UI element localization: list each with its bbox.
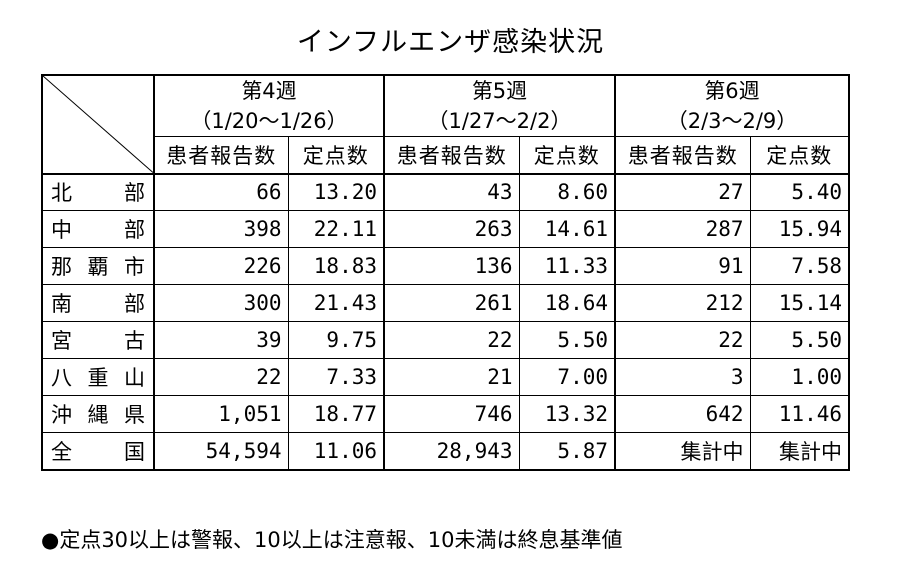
table-row: 宮古 39 9.75 22 5.50 22 5.50	[41, 321, 850, 359]
per-site-header: 定点数	[749, 136, 850, 174]
rate-cell: 7.33	[287, 358, 385, 396]
week-label: 第6週	[704, 79, 760, 103]
patients-cell: 集計中	[614, 432, 751, 471]
rate-cell: 11.33	[518, 247, 616, 285]
rate-cell: 9.75	[287, 321, 385, 359]
rate-cell: 14.61	[518, 210, 616, 248]
page-title: インフルエンザ感染状況	[296, 27, 605, 58]
rate-cell: 15.94	[749, 210, 850, 248]
week-label: 第4週	[241, 79, 297, 103]
patients-cell: 398	[153, 210, 289, 248]
rate-cell: 15.14	[749, 284, 850, 322]
week-range: （1/20～1/26）	[190, 109, 348, 133]
patients-cell: 263	[383, 210, 520, 248]
rate-cell: 18.64	[518, 284, 616, 322]
patients-cell: 22	[614, 321, 751, 359]
rate-cell: 13.20	[287, 172, 385, 211]
region-cell: 沖縄県	[41, 395, 155, 433]
region-cell: 八重山	[41, 358, 155, 396]
rate-cell: 11.06	[287, 432, 385, 471]
diagonal-line	[43, 76, 153, 173]
table-row: 北部 66 13.20 43 8.60 27 5.40	[41, 172, 850, 211]
rate-cell: 7.58	[749, 247, 850, 285]
patients-cell: 3	[614, 358, 751, 396]
per-site-header: 定点数	[518, 136, 616, 174]
patients-cell: 22	[153, 358, 289, 396]
table-row: 八重山 22 7.33 21 7.00 3 1.00	[41, 358, 850, 396]
rate-cell: 8.60	[518, 172, 616, 211]
patients-header: 患者報告数	[614, 136, 751, 174]
rate-cell: 5.50	[749, 321, 850, 359]
patients-cell: 54,594	[153, 432, 289, 471]
footnote: ●定点30以上は警報、10以上は注意報、10未満は終息基準値	[41, 528, 623, 552]
region-cell: 南部	[41, 284, 155, 322]
region-cell: 全国	[41, 432, 155, 471]
week-range: （2/3～2/9）	[666, 109, 798, 133]
table-row: 中部 398 22.11 263 14.61 287 15.94	[41, 210, 850, 248]
patients-cell: 66	[153, 172, 289, 211]
per-site-header: 定点数	[287, 136, 385, 174]
table-row: 沖縄県 1,051 18.77 746 13.32 642 11.46	[41, 395, 850, 433]
week-label: 第5週	[471, 79, 528, 103]
region-cell: 中部	[41, 210, 155, 248]
patients-cell: 226	[153, 247, 289, 285]
rate-cell: 5.87	[518, 432, 616, 471]
rate-cell: 11.46	[749, 395, 850, 433]
patients-cell: 300	[153, 284, 289, 322]
table-row: 那覇市 226 18.83 136 11.33 91 7.58	[41, 247, 850, 285]
rate-cell: 18.83	[287, 247, 385, 285]
rate-cell: 22.11	[287, 210, 385, 248]
patients-cell: 39	[153, 321, 289, 359]
patients-cell: 43	[383, 172, 520, 211]
patients-cell: 287	[614, 210, 751, 248]
rate-cell: 21.43	[287, 284, 385, 322]
patients-header: 患者報告数	[153, 136, 289, 174]
patients-cell: 21	[383, 358, 520, 396]
week-header: 第4週 （1/20～1/26）	[153, 74, 385, 137]
patients-cell: 22	[383, 321, 520, 359]
rate-cell: 1.00	[749, 358, 850, 396]
patients-cell: 91	[614, 247, 751, 285]
patients-cell: 212	[614, 284, 751, 322]
patients-cell: 746	[383, 395, 520, 433]
patients-cell: 28,943	[383, 432, 520, 471]
patients-cell: 642	[614, 395, 751, 433]
patients-cell: 27	[614, 172, 751, 211]
corner-cell	[41, 74, 155, 174]
table-row: 南部 300 21.43 261 18.64 212 15.14	[41, 284, 850, 322]
rate-cell: 13.32	[518, 395, 616, 433]
table-row: 全国 54,594 11.06 28,943 5.87 集計中 集計中	[41, 432, 850, 471]
rate-cell: 5.50	[518, 321, 616, 359]
region-cell: 宮古	[41, 321, 155, 359]
week-header: 第5週 （1/27～2/2）	[383, 74, 616, 137]
rate-cell: 7.00	[518, 358, 616, 396]
region-cell: 北部	[41, 172, 155, 211]
rate-cell: 5.40	[749, 172, 850, 211]
influenza-table: 第4週 （1/20～1/26） 第5週 （1/27～2/2） 第6週 （2/3～…	[41, 74, 850, 471]
rate-cell: 18.77	[287, 395, 385, 433]
patients-cell: 261	[383, 284, 520, 322]
patients-header: 患者報告数	[383, 136, 520, 174]
rate-cell: 集計中	[749, 432, 850, 471]
week-header: 第6週 （2/3～2/9）	[614, 74, 850, 137]
patients-cell: 136	[383, 247, 520, 285]
patients-cell: 1,051	[153, 395, 289, 433]
region-cell: 那覇市	[41, 247, 155, 285]
week-range: （1/27～2/2）	[427, 109, 572, 133]
